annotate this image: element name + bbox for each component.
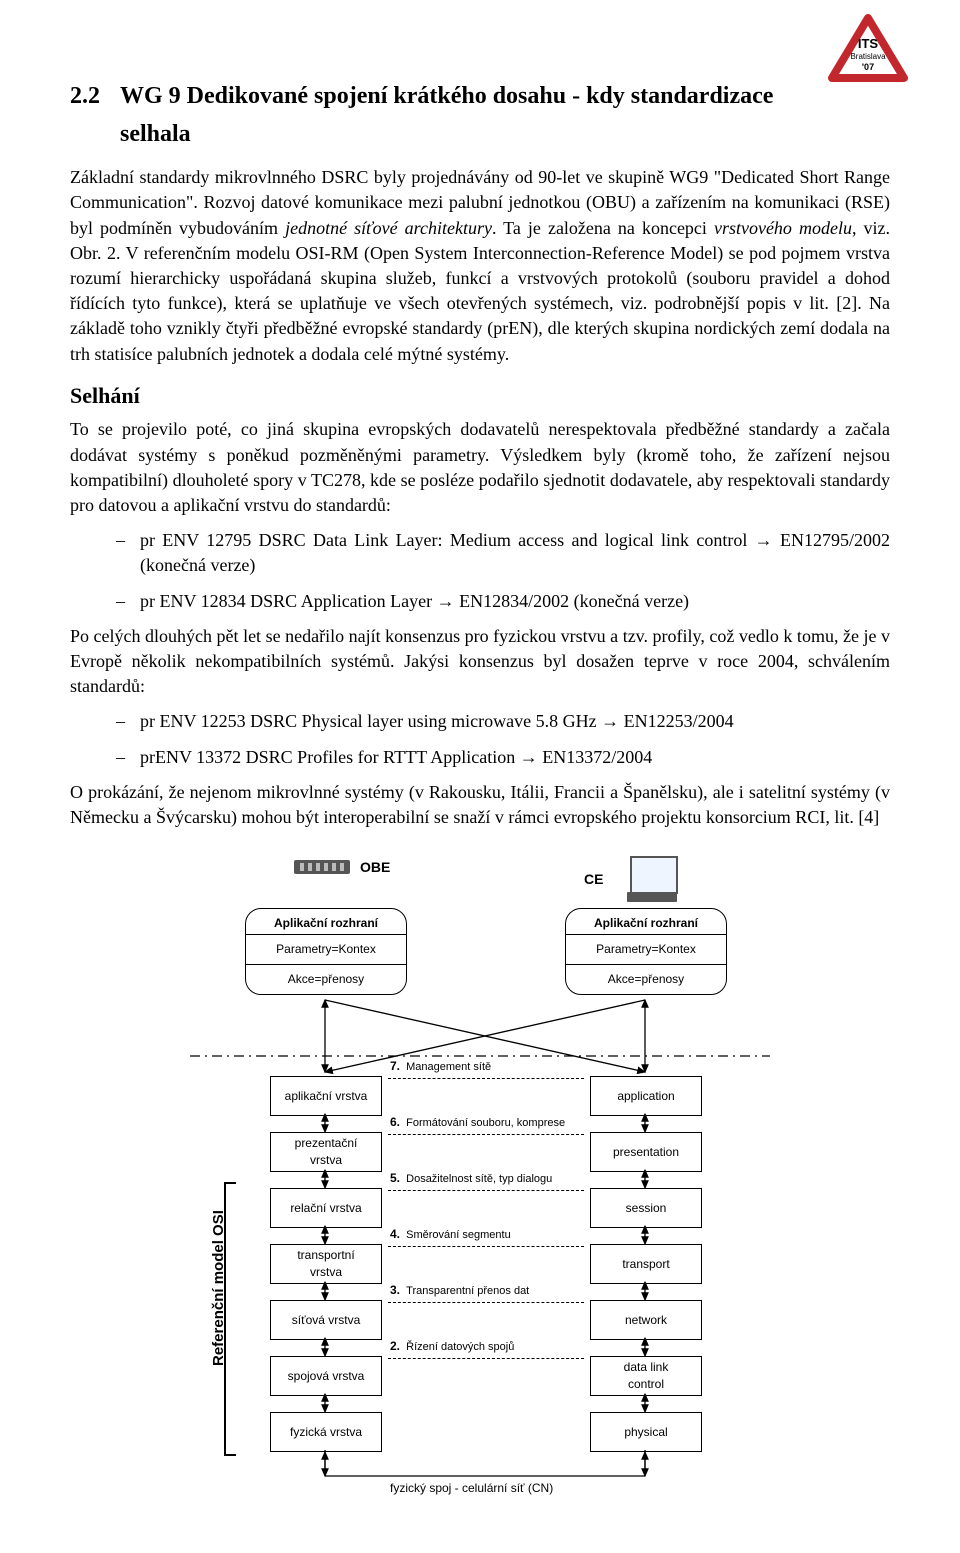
heading-number: 2.2 bbox=[70, 80, 120, 114]
paragraph-1: Základní standardy mikrovlnného DSRC byl… bbox=[70, 165, 890, 367]
diagram-wires bbox=[180, 856, 780, 1496]
osi-diagram: OBECEAplikační rozhraníParametry=KontexA… bbox=[180, 856, 780, 1496]
paragraph-2: To se projevilo poté, co jiná skupina ev… bbox=[70, 417, 890, 518]
list-item: pr ENV 12834 DSRC Application Layer → EN… bbox=[70, 589, 890, 614]
diagram-bottom-label: fyzický spoj - celulární síť (CN) bbox=[390, 1480, 553, 1497]
bullet-list-1: pr ENV 12795 DSRC Data Link Layer: Mediu… bbox=[70, 528, 890, 614]
section-heading: 2.2WG 9 Dedikované spojení krátkého dosa… bbox=[70, 80, 890, 114]
logo-bot: '07 bbox=[862, 62, 874, 72]
list-item: pr ENV 12253 DSRC Physical layer using m… bbox=[70, 709, 890, 734]
subheading-selhani: Selhání bbox=[70, 381, 890, 412]
heading-line1: WG 9 Dedikované spojení krátkého dosahu … bbox=[120, 83, 773, 109]
logo-top: ITS bbox=[858, 36, 879, 51]
list-item: prENV 13372 DSRC Profiles for RTTT Appli… bbox=[70, 745, 890, 770]
bullet-list-2: pr ENV 12253 DSRC Physical layer using m… bbox=[70, 709, 890, 769]
paragraph-4: O prokázání, že nejenom mikrovlnné systé… bbox=[70, 780, 890, 830]
heading-line2: selhala bbox=[120, 118, 890, 152]
logo-mid: Bratislava bbox=[850, 52, 886, 61]
list-item: pr ENV 12795 DSRC Data Link Layer: Mediu… bbox=[70, 528, 890, 578]
its-logo: ITS Bratislava '07 bbox=[826, 12, 910, 96]
paragraph-3: Po celých dlouhých pět let se nedařilo n… bbox=[70, 624, 890, 700]
